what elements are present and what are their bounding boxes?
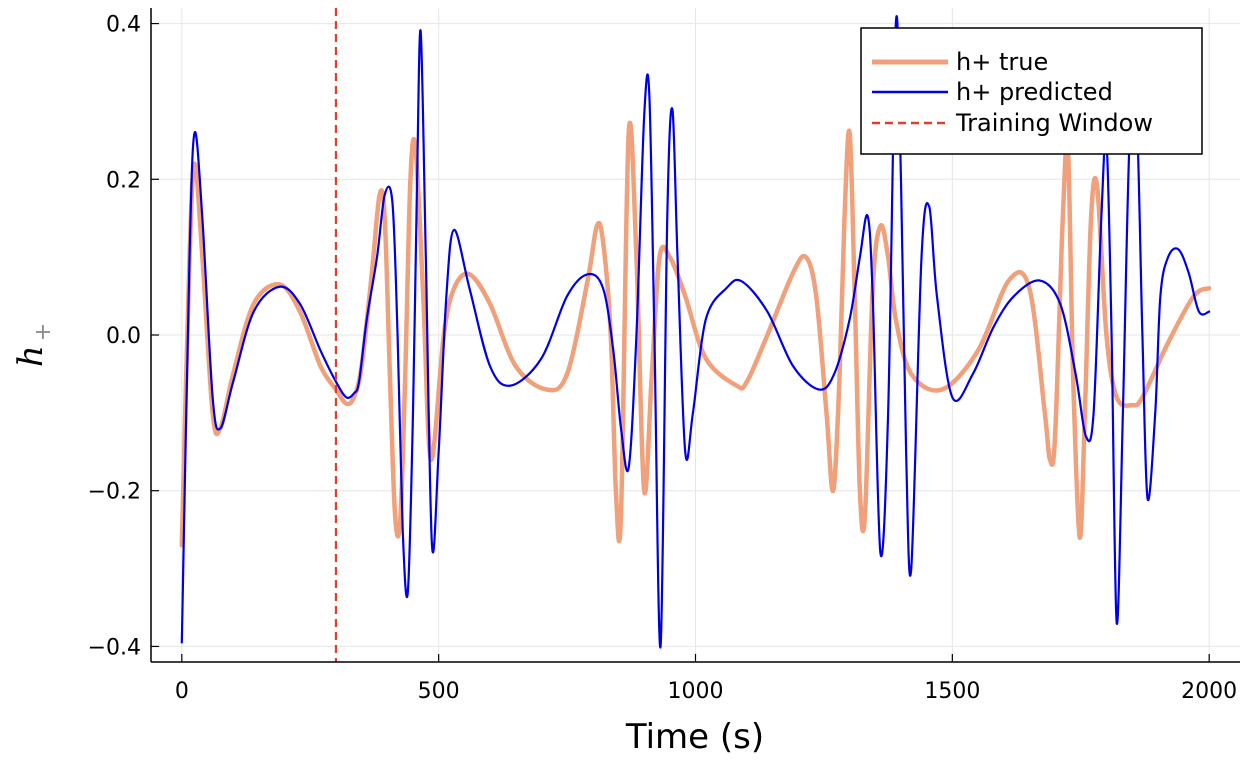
y-axis-title-main: h: [11, 345, 51, 367]
tick-labels-layer: 0 500 1000 1500 2000 −0.4 −0.2 0.0 0.2 0.4: [88, 13, 1238, 704]
legend-label-training-window: Training Window: [955, 109, 1153, 137]
y-tick-label: 0.4: [106, 13, 141, 38]
legend-label-predicted: h+ predicted: [956, 78, 1113, 106]
x-tick-label: 2000: [1181, 679, 1237, 704]
series-line-true: [179, 120, 1212, 548]
y-axis-title-text: h+: [11, 323, 56, 367]
legend-label-true: h+ true: [956, 48, 1048, 76]
x-tick-label: 0: [175, 679, 189, 704]
x-tick-label: 500: [418, 679, 460, 704]
legend: h+ true h+ predicted Training Window: [860, 27, 1203, 155]
y-tick-label: −0.2: [88, 480, 141, 505]
series-line-predicted: [180, 15, 1211, 649]
series-layer: [179, 15, 1212, 649]
y-tick-label: −0.4: [88, 635, 141, 660]
x-tick-label: 1500: [924, 679, 980, 704]
x-tick-label: 1000: [668, 679, 724, 704]
y-tick-label: 0.2: [106, 168, 141, 193]
y-axis-title: h+: [11, 323, 56, 367]
x-axis-title: Time (s): [625, 717, 764, 757]
axes-layer: [150, 8, 1240, 663]
y-axis-title-subscript: +: [31, 323, 56, 341]
y-tick-label: 0.0: [106, 324, 141, 349]
